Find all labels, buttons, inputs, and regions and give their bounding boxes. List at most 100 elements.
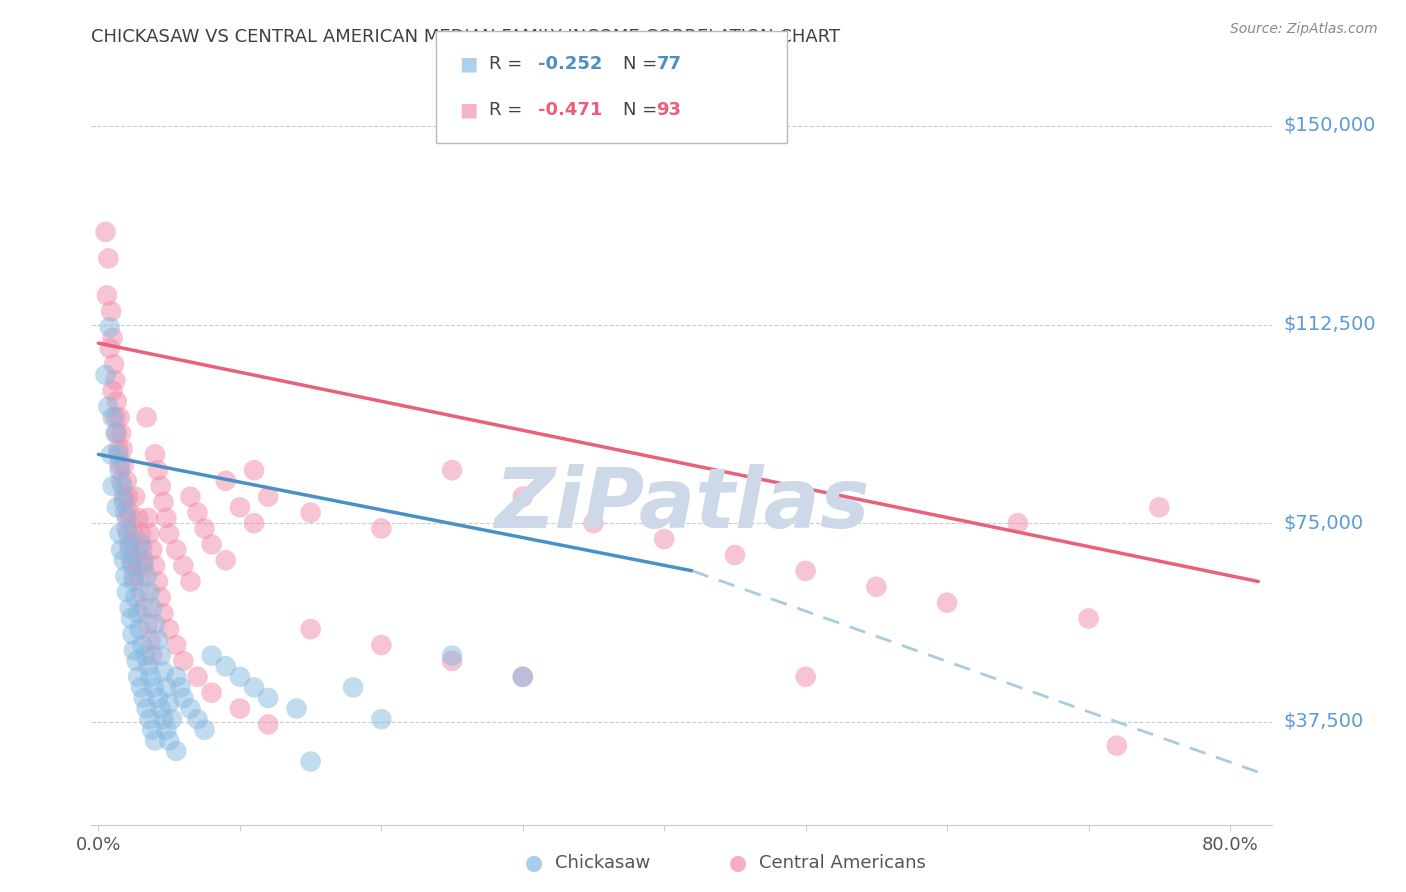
Chickasaw (122, 643, 145, 657)
Central Americans (257, 490, 280, 504)
Chickasaw (165, 670, 187, 684)
Text: $37,500: $37,500 (1284, 713, 1364, 731)
Chickasaw (193, 723, 215, 737)
Central Americans (146, 574, 169, 589)
Text: R =: R = (489, 101, 529, 119)
Central Americans (117, 490, 139, 504)
Chickasaw (127, 670, 149, 684)
Chickasaw (128, 622, 150, 636)
Chickasaw (108, 526, 131, 541)
Chickasaw (149, 648, 172, 663)
Chickasaw (172, 690, 194, 705)
Central Americans (257, 717, 280, 731)
Central Americans (118, 537, 141, 551)
Central Americans (107, 442, 129, 456)
Central Americans (115, 521, 138, 535)
Text: ■: ■ (458, 55, 478, 74)
Chickasaw (129, 537, 152, 551)
Chickasaw (160, 712, 183, 726)
Central Americans (201, 537, 224, 551)
Central Americans (229, 701, 252, 715)
Central Americans (215, 553, 238, 567)
Central Americans (179, 490, 201, 504)
Central Americans (794, 564, 817, 578)
Chickasaw (100, 447, 122, 461)
Central Americans (132, 601, 155, 615)
Central Americans (122, 569, 145, 583)
Central Americans (108, 458, 131, 472)
Central Americans (370, 521, 392, 535)
Central Americans (98, 342, 121, 356)
Central Americans (243, 463, 266, 477)
Central Americans (143, 558, 166, 573)
Text: 93: 93 (657, 101, 682, 119)
Chickasaw (114, 569, 136, 583)
Central Americans (136, 616, 159, 631)
Central Americans (105, 394, 128, 409)
Central Americans (105, 426, 128, 441)
Central Americans (141, 648, 163, 663)
Chickasaw (157, 733, 180, 747)
Chickasaw (135, 569, 157, 583)
Chickasaw (138, 585, 160, 599)
Chickasaw (122, 574, 145, 589)
Central Americans (172, 558, 194, 573)
Central Americans (165, 638, 187, 652)
Chickasaw (143, 733, 166, 747)
Text: CHICKASAW VS CENTRAL AMERICAN MEDIAN FAMILY INCOME CORRELATION CHART: CHICKASAW VS CENTRAL AMERICAN MEDIAN FAM… (91, 28, 841, 45)
Chickasaw (110, 542, 132, 557)
Chickasaw (155, 723, 177, 737)
Central Americans (129, 526, 152, 541)
Central Americans (103, 357, 125, 371)
Central Americans (97, 252, 120, 266)
Central Americans (1077, 611, 1099, 625)
Central Americans (110, 426, 132, 441)
Chickasaw (129, 681, 152, 695)
Central Americans (120, 553, 142, 567)
Central Americans (1105, 739, 1128, 753)
Text: $112,500: $112,500 (1284, 315, 1376, 334)
Central Americans (96, 288, 118, 302)
Central Americans (138, 526, 160, 541)
Central Americans (104, 373, 127, 387)
Chickasaw (141, 723, 163, 737)
Chickasaw (118, 601, 141, 615)
Central Americans (724, 548, 747, 562)
Central Americans (115, 474, 138, 488)
Chickasaw (257, 690, 280, 705)
Chickasaw (134, 648, 156, 663)
Central Americans (152, 607, 174, 621)
Text: N =: N = (623, 55, 662, 73)
Central Americans (112, 490, 135, 504)
Chickasaw (125, 654, 148, 668)
Central Americans (165, 542, 187, 557)
Central Americans (186, 670, 208, 684)
Central Americans (441, 463, 464, 477)
Chickasaw (108, 463, 131, 477)
Chickasaw (121, 558, 143, 573)
Central Americans (1149, 500, 1171, 515)
Chickasaw (112, 553, 135, 567)
Chickasaw (121, 627, 143, 641)
Central Americans (155, 511, 177, 525)
Text: 77: 77 (657, 55, 682, 73)
Central Americans (157, 622, 180, 636)
Central Americans (139, 632, 162, 647)
Text: ZiPatlas: ZiPatlas (494, 464, 870, 545)
Central Americans (229, 500, 252, 515)
Text: $150,000: $150,000 (1284, 117, 1376, 136)
Chickasaw (229, 670, 252, 684)
Central Americans (152, 495, 174, 509)
Central Americans (143, 447, 166, 461)
Central Americans (118, 506, 141, 520)
Chickasaw (146, 632, 169, 647)
Chickasaw (107, 447, 129, 461)
Central Americans (101, 384, 124, 398)
Chickasaw (131, 638, 153, 652)
Central Americans (108, 410, 131, 425)
Central Americans (136, 511, 159, 525)
Chickasaw (138, 712, 160, 726)
Text: ■: ■ (458, 100, 478, 119)
Chickasaw (98, 320, 121, 334)
Central Americans (215, 474, 238, 488)
